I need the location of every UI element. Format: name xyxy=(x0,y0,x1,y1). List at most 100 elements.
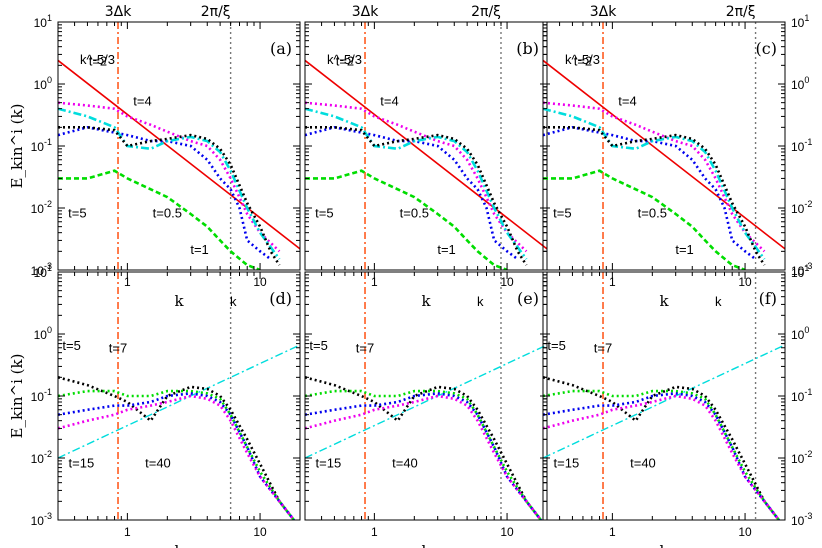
x-tick-label: 10 xyxy=(500,275,514,289)
powerlaw-line xyxy=(58,59,300,250)
annotation: t=40 xyxy=(392,456,418,471)
panel-label: (f) xyxy=(759,289,777,308)
plot-area xyxy=(305,272,547,520)
powerlaw-line xyxy=(543,59,785,250)
series-t-15 xyxy=(58,392,295,520)
panel-label: (a) xyxy=(270,39,292,58)
series-t-0-5 xyxy=(543,169,746,270)
k-line xyxy=(305,344,547,459)
y-tick-label: 10-3 xyxy=(791,261,812,278)
x-tick-label: 10 xyxy=(253,275,267,289)
y-tick-label: 100 xyxy=(34,75,52,92)
annotation: t=5 xyxy=(553,206,571,221)
y-tick-label: 10-2 xyxy=(31,449,52,466)
annotation: t=5 xyxy=(68,206,86,221)
annotation: t=7 xyxy=(356,341,374,356)
annotation: t=5 xyxy=(309,338,327,353)
plot-area xyxy=(543,272,785,520)
x-tick-label: 1 xyxy=(124,525,131,539)
annotation: t=5 xyxy=(62,338,80,353)
annotation: t=1 xyxy=(437,242,455,257)
series-t-5 xyxy=(543,126,766,266)
series-t-2 xyxy=(543,101,766,253)
x-axis-label: k xyxy=(174,542,184,548)
y-tick-label: 100 xyxy=(791,325,809,342)
top-marker-3dk: 3Δk xyxy=(590,4,617,20)
y-tick-label: 101 xyxy=(34,13,52,30)
annotation: t=7 xyxy=(594,341,612,356)
y-tick-label: 100 xyxy=(34,325,52,342)
y-tick-label: 10-3 xyxy=(791,511,812,528)
k-line xyxy=(543,344,785,459)
x-axis-label: k xyxy=(421,292,431,310)
y-tick-label: 10-1 xyxy=(31,137,52,154)
y-tick-label: 10-2 xyxy=(791,199,812,216)
y-axis-label: E_kin^i (k) xyxy=(8,354,26,439)
series-t-2 xyxy=(58,101,281,253)
series-t-40 xyxy=(58,394,295,520)
y-tick-label: 101 xyxy=(791,13,809,30)
panel-label: (b) xyxy=(516,39,539,58)
x-tick-label: 1 xyxy=(609,275,616,289)
x-tick-label: 10 xyxy=(738,525,752,539)
series-t-40 xyxy=(543,394,780,520)
x-tick-label: 1 xyxy=(371,525,378,539)
series-t-4 xyxy=(543,107,766,260)
panel-a: 1 10 k 10-3 10-2 10-1 100 101 E_kin^i (k) 3Δk 2π/ξ… xyxy=(8,4,301,310)
top-marker-2pi-xi: 2π/ξ xyxy=(201,4,231,20)
series-t-5 xyxy=(305,126,528,266)
series-t-5 xyxy=(305,376,542,520)
series-t-1 xyxy=(543,125,757,261)
x-tick-label: 1 xyxy=(124,275,131,289)
series-t-0-5 xyxy=(58,169,261,270)
annotation: t=15 xyxy=(316,456,342,471)
annotation: t=40 xyxy=(145,456,171,471)
powerlaw-label: k^-5/3 xyxy=(327,52,362,67)
annotation: t=1 xyxy=(675,242,693,257)
annotation: t=15 xyxy=(554,456,580,471)
x-tick-label: 1 xyxy=(609,525,616,539)
k-line-label: k xyxy=(230,294,237,309)
annotation: t=5 xyxy=(547,338,565,353)
y-tick-label: 10-3 xyxy=(31,261,52,278)
annotation: t=5 xyxy=(315,206,333,221)
k-line-label: k xyxy=(715,294,722,309)
x-tick-label: 1 xyxy=(371,275,378,289)
series-t-1 xyxy=(305,125,519,261)
y-tick-label: 101 xyxy=(34,263,52,280)
panel-label: (e) xyxy=(517,289,539,308)
y-tick-label: 101 xyxy=(791,263,809,280)
y-tick-label: 10-1 xyxy=(791,387,812,404)
series-t-40 xyxy=(305,394,542,520)
series-t-2 xyxy=(305,101,528,253)
y-tick-label: 10-1 xyxy=(791,137,812,154)
series-t-4 xyxy=(305,107,528,260)
x-axis-label: k xyxy=(659,292,669,310)
y-tick-label: 10-2 xyxy=(31,199,52,216)
plot-area xyxy=(543,22,785,270)
k-line-label: k xyxy=(477,294,484,309)
series-t-5 xyxy=(58,126,281,266)
annotation: t=7 xyxy=(109,341,127,356)
x-tick-label: 10 xyxy=(253,525,267,539)
top-marker-2pi-xi: 2π/ξ xyxy=(471,4,501,20)
top-marker-3dk: 3Δk xyxy=(352,4,379,20)
annotation: t=0.5 xyxy=(400,206,429,221)
plot-area xyxy=(305,22,547,270)
powerlaw-label: k^-5/3 xyxy=(565,52,600,67)
series-t-15 xyxy=(305,392,542,520)
annotation: t=2 xyxy=(89,53,107,68)
panel-label: (d) xyxy=(269,289,292,308)
annotation: t=4 xyxy=(133,94,151,109)
series-t-4 xyxy=(58,107,281,260)
y-tick-label: 100 xyxy=(791,75,809,92)
top-marker-2pi-xi: 2π/ξ xyxy=(726,4,756,20)
annotation: t=4 xyxy=(380,94,398,109)
k-line xyxy=(58,344,300,459)
x-axis-label: k xyxy=(421,542,431,548)
panel-label: (c) xyxy=(756,39,777,58)
x-tick-label: 10 xyxy=(500,525,514,539)
series-t-0-5 xyxy=(305,169,508,270)
